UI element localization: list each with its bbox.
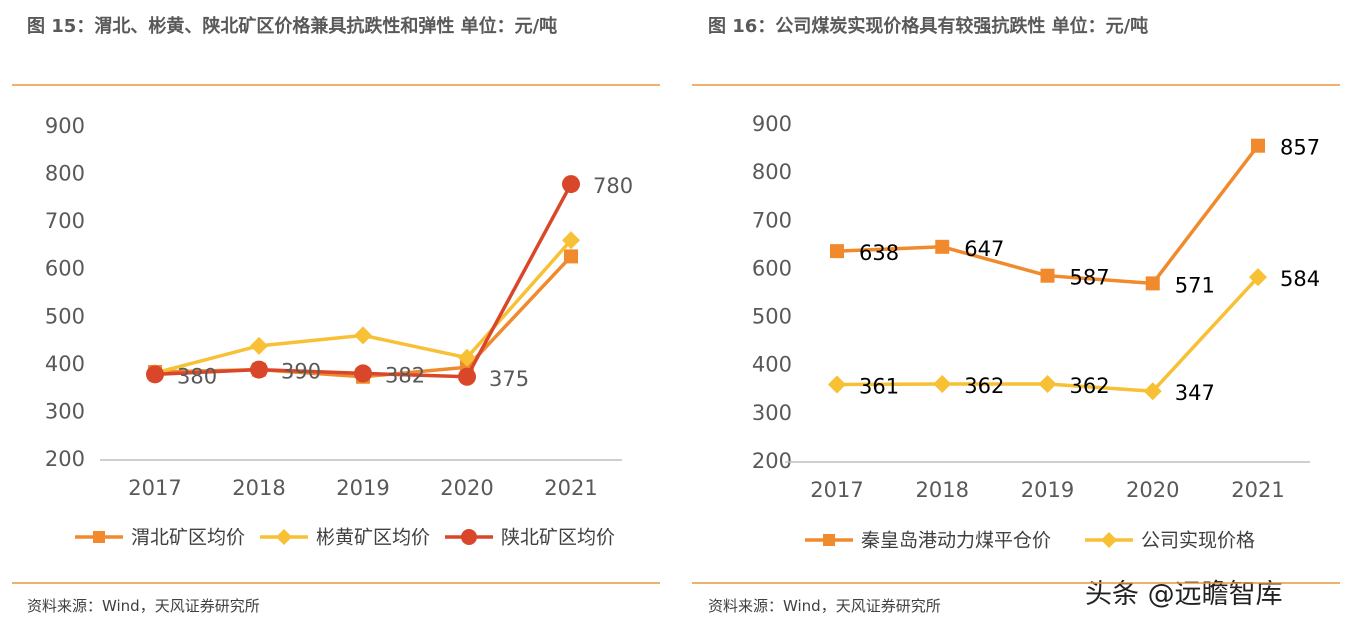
x-tick-label: 2018 [232, 476, 285, 500]
y-tick-label: 900 [45, 114, 85, 138]
marker [250, 360, 268, 379]
data-label: 647 [964, 237, 1004, 261]
x-tick-label: 2020 [1126, 478, 1179, 502]
series-line [154, 255, 573, 379]
source-note: 资料来源：Wind，天风证券研究所 [27, 597, 260, 615]
x-tick-label: 2021 [544, 476, 597, 500]
legend-marker [1101, 532, 1117, 548]
legend-marker [276, 529, 292, 545]
x-tick-label: 2021 [1231, 478, 1284, 502]
data-label: 780 [593, 174, 633, 198]
legend-label: 彬黄矿区均价 [316, 527, 430, 549]
chart-title: 图 15：渭北、彬黄、陕北矿区价格兼具抗跌性和弹性 单位：元/吨 [27, 16, 558, 37]
data-label: 380 [177, 364, 217, 388]
marker [354, 326, 372, 345]
y-tick-label: 900 [752, 112, 792, 136]
marker [1143, 382, 1162, 401]
marker [146, 365, 164, 384]
series-line [154, 183, 573, 379]
y-tick-label: 200 [45, 447, 85, 471]
marker [1038, 375, 1057, 394]
y-tick-label: 400 [45, 352, 85, 376]
series-line [836, 144, 1260, 286]
marker [830, 244, 844, 259]
legend-marker [461, 529, 477, 545]
data-label: 571 [1175, 273, 1215, 297]
marker [1249, 268, 1267, 287]
y-tick-label: 300 [45, 399, 85, 423]
y-tick-label: 600 [752, 256, 792, 280]
y-tick-label: 600 [45, 257, 85, 281]
data-label: 362 [1070, 374, 1110, 398]
series-line [154, 239, 573, 375]
data-label: 584 [1280, 267, 1320, 291]
legend-label: 公司实现价格 [1141, 530, 1255, 552]
y-tick-label: 200 [752, 449, 792, 473]
marker [250, 336, 268, 355]
legend-label: 秦皇岛港动力煤平仓价 [861, 530, 1051, 552]
marker [354, 364, 372, 383]
marker [562, 175, 580, 194]
marker [1145, 276, 1160, 291]
data-label: 390 [281, 360, 321, 384]
y-tick-label: 500 [45, 304, 85, 328]
y-tick-label: 300 [752, 401, 792, 425]
marker [562, 231, 580, 250]
y-tick-label: 700 [45, 209, 85, 233]
marker [458, 348, 476, 367]
legend-label: 陕北矿区均价 [501, 527, 615, 549]
x-tick-label: 2019 [1021, 478, 1074, 502]
watermark: 头条 @远瞻智库 [1085, 579, 1283, 610]
legend-marker [823, 534, 835, 546]
chart-title: 图 16：公司煤炭实现价格具有较强抗跌性 单位：元/吨 [708, 16, 1149, 37]
data-label: 382 [385, 363, 425, 387]
marker [458, 367, 476, 386]
marker [1040, 268, 1055, 283]
data-label: 857 [1280, 136, 1320, 160]
y-tick-label: 700 [752, 208, 792, 232]
marker [933, 375, 952, 394]
data-label: 638 [859, 241, 899, 265]
y-tick-label: 500 [752, 305, 792, 329]
data-label: 362 [964, 374, 1004, 398]
legend-label: 渭北矿区均价 [131, 527, 245, 549]
data-label: 347 [1175, 381, 1215, 405]
x-tick-label: 2017 [810, 478, 863, 502]
data-label: 361 [859, 374, 899, 398]
marker [1251, 138, 1265, 153]
y-tick-label: 800 [752, 160, 792, 184]
x-tick-label: 2020 [440, 476, 493, 500]
y-tick-label: 400 [752, 353, 792, 377]
legend-marker [93, 531, 105, 543]
x-tick-label: 2019 [336, 476, 389, 500]
data-label: 375 [489, 367, 529, 391]
x-tick-label: 2018 [916, 478, 969, 502]
x-tick-label: 2017 [128, 476, 181, 500]
data-label: 587 [1070, 266, 1110, 290]
marker [828, 375, 846, 394]
source-note: 资料来源：Wind，天风证券研究所 [708, 597, 941, 615]
marker [935, 239, 950, 254]
marker [564, 249, 578, 264]
y-tick-label: 800 [45, 162, 85, 186]
